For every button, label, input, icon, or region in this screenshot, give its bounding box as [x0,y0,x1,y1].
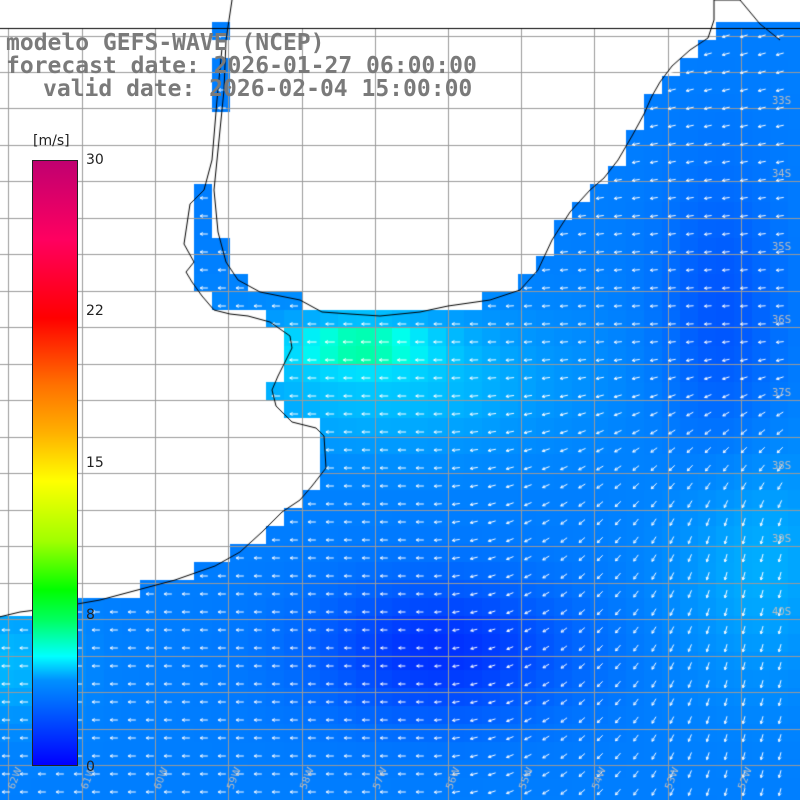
colorbar-tick-22: 22 [86,303,104,319]
title-model: modelo GEFS-WAVE (NCEP) [6,30,325,56]
colorbar-tick-0: 0 [86,759,95,775]
colorbar-tick-30: 30 [86,152,104,168]
colorbar [32,160,78,766]
colorbar-tick-8: 8 [86,607,95,623]
colorbar-unit: [m/s] [33,133,70,149]
title-valid-date: valid date: 2026-02-04 15:00:00 [43,76,473,102]
title-forecast-date: forecast date: 2026-01-27 06:00:00 [6,53,477,79]
colorbar-tick-15: 15 [86,455,104,471]
